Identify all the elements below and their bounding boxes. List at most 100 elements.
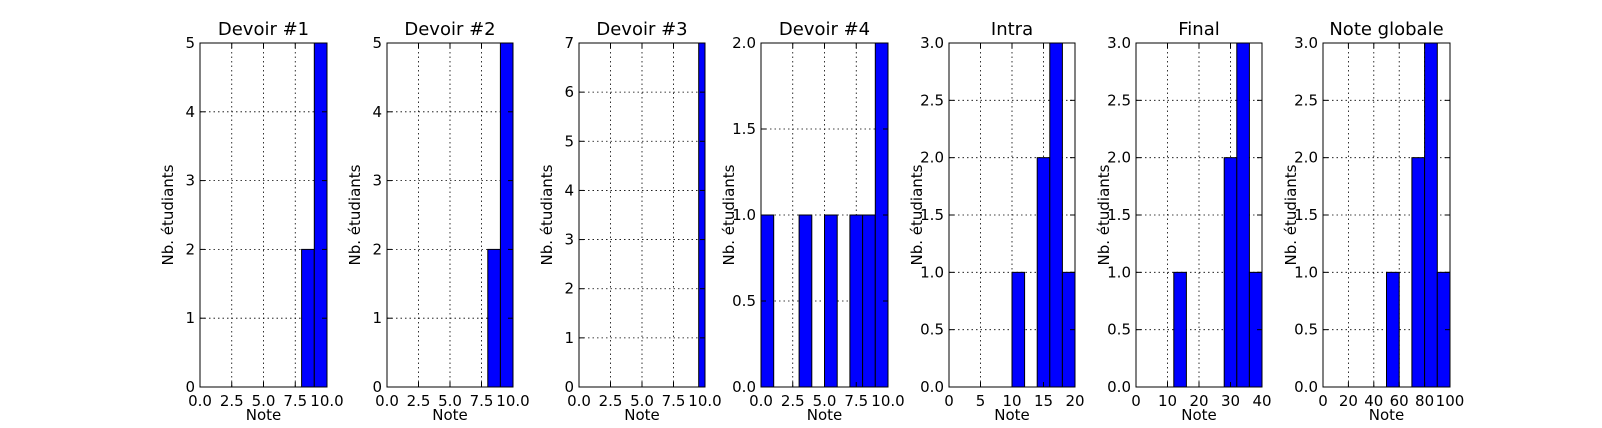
y-tick-label: 5 [185,34,195,52]
histogram-bar [1049,42,1063,388]
x-tick-label: 60 [1390,392,1409,410]
y-tick-label: 1.0 [1294,263,1318,281]
y-axis-label: Nb. étudiants [346,164,364,265]
histogram-bar [1236,42,1250,388]
x-tick-label: 10 [1002,392,1021,410]
y-tick-label: 1.5 [1294,206,1318,224]
x-tick-label: 10 [1158,392,1177,410]
y-tick-label: 2.0 [1107,149,1131,167]
y-tick-label: 0 [372,378,382,396]
panel-title: Devoir #4 [779,19,870,40]
y-axis-label: Nb. étudiants [159,164,177,265]
x-tick-label: 7.5 [470,392,494,410]
y-tick-label: 3.0 [920,34,944,52]
panel-title: Devoir #2 [404,19,495,40]
x-tick-label: 2.5 [407,392,431,410]
histogram-bar [1036,157,1051,388]
x-tick-label: 5.0 [252,392,276,410]
histogram-panel-3: 0.0 2.5 5.0 7.5 10.0 0 1 2 3 4 5 6 7 Devoir #3 Note Nb.… [538,19,722,424]
y-tick-label: 0 [185,378,195,396]
y-axis-label: Nb. étudiants [720,164,738,265]
y-tick-label: 2.5 [920,91,944,109]
histogram-panel-7: 0 20 40 60 80 100 0.0 0.5 1.0 1.5 2.0 2.5 3.0 Note gl… [1282,19,1464,424]
panel-title: Final [1178,19,1219,40]
y-tick-label: 0 [564,378,574,396]
histogram-panel-5: 0 5 10 15 20 0.0 0.5 1.0 1.5 2.0 2.5 3.0 Intra Note Nb… [908,19,1085,424]
x-tick-label: 20 [1339,392,1358,410]
y-tick-label: 1 [372,309,382,327]
x-tick-label: 30 [1221,392,1240,410]
x-tick-label: 10.0 [688,392,721,410]
histogram-bar [862,214,876,388]
histogram-bar [798,214,813,388]
x-tick-label: 5 [976,392,986,410]
histogram-bar [1411,157,1426,388]
y-tick-label: 1.0 [1107,263,1131,281]
y-tick-label: 0.5 [1294,321,1318,339]
x-tick-label: 0 [1131,392,1141,410]
y-tick-label: 0.5 [732,292,756,310]
y-tick-label: 3 [372,172,382,190]
y-tick-label: 6 [564,83,574,101]
x-tick-label: 0.0 [375,392,399,410]
y-axis-label: Nb. étudiants [538,164,556,265]
histogram-bar [1424,42,1438,388]
x-tick-label: 2.5 [599,392,623,410]
x-tick-label: 40 [1364,392,1383,410]
y-tick-label: 0.0 [1107,378,1131,396]
x-tick-label: 7.5 [662,392,686,410]
y-tick-label: 2 [564,280,574,298]
y-tick-label: 4 [564,181,574,199]
y-tick-label: 2 [185,240,195,258]
x-tick-label: 100 [1436,392,1465,410]
histogram-bar [1386,271,1400,388]
y-tick-label: 2.5 [1294,91,1318,109]
histogram-bar [1223,157,1238,388]
panel-title: Devoir #3 [596,19,687,40]
x-tick-label: 0.0 [749,392,773,410]
x-axis-label: Note [432,406,468,424]
histogram-bar [499,42,514,388]
y-tick-label: 0.0 [920,378,944,396]
y-tick-label: 2 [372,240,382,258]
y-tick-label: 3.0 [1107,34,1131,52]
x-tick-label: 20 [1189,392,1208,410]
y-tick-label: 1.5 [920,206,944,224]
panel-title: Intra [991,19,1033,40]
x-tick-label: 0.0 [567,392,591,410]
panel-title: Devoir #1 [218,19,309,40]
y-tick-label: 0.5 [920,321,944,339]
x-tick-label: 5.0 [438,392,462,410]
y-tick-label: 0.5 [1107,321,1131,339]
y-tick-label: 4 [185,103,195,121]
x-tick-label: 10.0 [310,392,343,410]
y-tick-label: 2.0 [732,34,756,52]
x-tick-label: 20 [1065,392,1084,410]
y-tick-label: 5 [372,34,382,52]
x-tick-label: 5.0 [630,392,654,410]
x-tick-label: 7.5 [844,392,868,410]
histogram-bar [1011,271,1026,388]
x-axis-label: Note [1181,406,1217,424]
y-axis-label: Nb. étudiants [908,164,926,265]
histogram-bar [301,248,315,388]
x-axis-label: Note [624,406,660,424]
histogram-panel-6: 0 10 20 30 40 0.0 0.5 1.0 1.5 2.0 2.5 3.0 Final Note N… [1095,19,1272,424]
y-tick-label: 7 [564,34,574,52]
y-tick-label: 5 [564,132,574,150]
x-tick-label: 2.5 [781,392,805,410]
y-tick-label: 3 [564,231,574,249]
x-tick-label: 10.0 [871,392,904,410]
y-axis-label: Nb. étudiants [1282,164,1300,265]
y-tick-label: 0.0 [732,378,756,396]
y-tick-label: 1 [185,309,195,327]
histogram-panel-2: 0.0 2.5 5.0 7.5 10.0 0 1 2 3 4 5 Devoir #2 Note Nb. é… [346,19,530,424]
x-tick-label: 0.0 [188,392,212,410]
x-tick-label: 40 [1252,392,1271,410]
x-axis-label: Note [807,406,843,424]
x-axis-label: Note [994,406,1030,424]
y-tick-label: 4 [372,103,382,121]
x-tick-label: 7.5 [283,392,307,410]
histogram-bar [849,214,864,388]
x-tick-label: 15 [1034,392,1053,410]
